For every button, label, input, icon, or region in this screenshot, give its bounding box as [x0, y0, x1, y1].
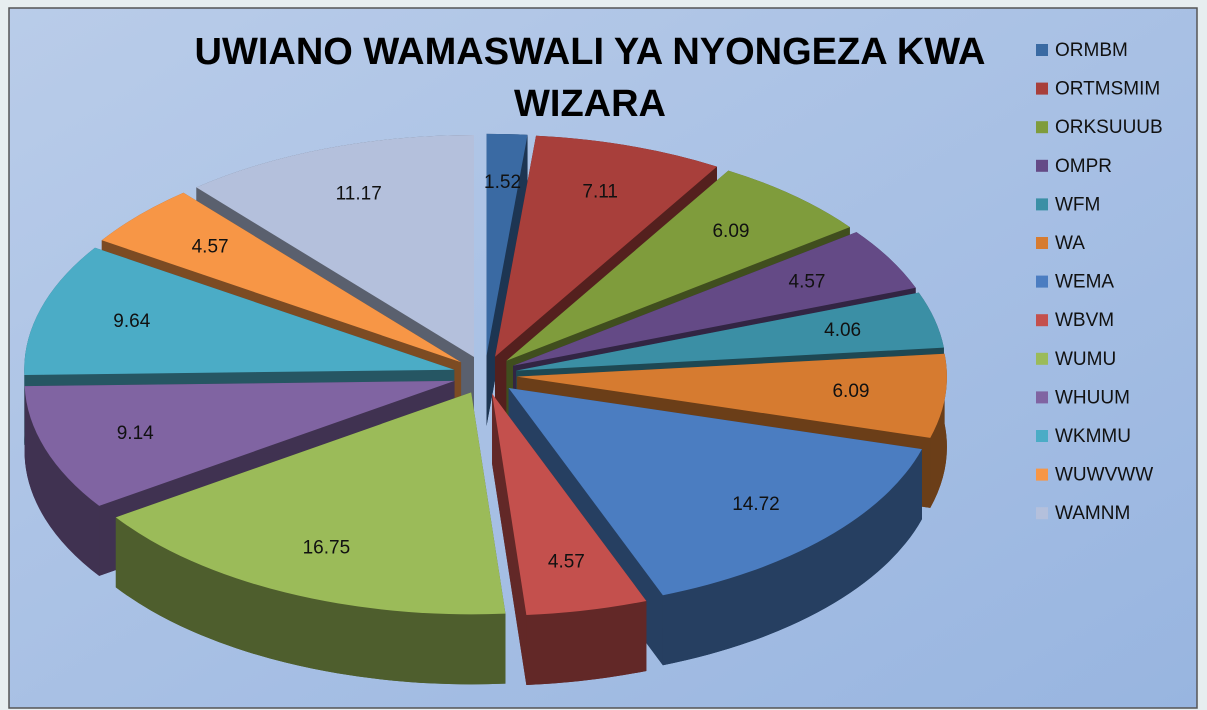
legend-label: WUMU	[1055, 349, 1116, 370]
data-label: 16.75	[303, 538, 351, 559]
data-label: 9.64	[113, 311, 150, 332]
legend-swatch	[1036, 237, 1048, 249]
pie-tops: 1.52 7.11 6.09 4.57 4.06 6.09 14.72 4.57 16.75 9.…	[24, 133, 947, 616]
legend-label: WKMMU	[1055, 426, 1131, 447]
data-label: 4.57	[548, 552, 585, 573]
legend-label: OMPR	[1055, 156, 1112, 177]
chart-title: UWIANO WAMASWALI YA NYONGEZA KWA WIZARA	[194, 31, 986, 125]
slice	[115, 392, 506, 615]
legend-label: WUWVWW	[1055, 465, 1153, 486]
data-label: 7.11	[582, 181, 618, 202]
slice	[492, 393, 647, 616]
slice	[516, 292, 944, 371]
data-label: 4.57	[192, 236, 229, 257]
legend-swatch	[1036, 314, 1048, 327]
slice-wall	[526, 600, 647, 686]
legend-swatch	[1036, 468, 1048, 481]
slice	[24, 380, 455, 506]
legend-label: WAMNM	[1055, 503, 1130, 524]
data-label: 14.72	[732, 494, 780, 515]
data-label: 6.09	[832, 381, 869, 402]
slice	[513, 232, 916, 366]
slice	[24, 247, 455, 376]
slice-edge	[492, 393, 527, 686]
legend-swatch	[1036, 391, 1048, 404]
slice-wall	[24, 386, 100, 576]
legend-label: WA	[1055, 233, 1085, 254]
slice	[495, 135, 717, 357]
legend-label: ORTMSMIM	[1055, 79, 1160, 100]
legend-label: WBVM	[1055, 310, 1114, 331]
data-label: 4.57	[789, 271, 826, 292]
data-label: 4.06	[824, 320, 861, 341]
legend-swatch	[1036, 121, 1048, 134]
legend-swatch	[1036, 159, 1048, 172]
legend-swatch	[1036, 44, 1048, 56]
slice-wall	[115, 517, 506, 685]
legend-label: ORKSUUUB	[1055, 117, 1163, 138]
legend-swatch	[1036, 82, 1048, 95]
slice-wall	[662, 449, 922, 666]
legend: ORMBM ORTMSMIM ORKSUUUB OMPR WFM WA WEMA WBVM WU…	[1036, 40, 1163, 524]
data-label: 9.14	[117, 423, 154, 444]
legend-swatch	[1036, 352, 1048, 365]
slice	[516, 353, 947, 438]
legend-swatch	[1036, 507, 1048, 520]
legend-label: WHUUM	[1055, 387, 1130, 408]
slice	[508, 387, 922, 596]
slice	[101, 192, 462, 363]
data-label: 11.17	[336, 183, 382, 204]
legend-swatch	[1036, 198, 1048, 211]
slice	[196, 134, 474, 357]
legend-label: WFM	[1055, 194, 1100, 215]
data-label: 6.09	[712, 221, 749, 242]
slice-wall	[930, 353, 947, 508]
slice	[486, 133, 528, 356]
slice	[506, 170, 850, 361]
legend-label: WEMA	[1055, 272, 1114, 293]
legend-swatch	[1036, 430, 1048, 442]
data-label: 1.52	[484, 172, 521, 193]
legend-swatch	[1036, 275, 1048, 288]
legend-label: ORMBM	[1055, 40, 1128, 61]
